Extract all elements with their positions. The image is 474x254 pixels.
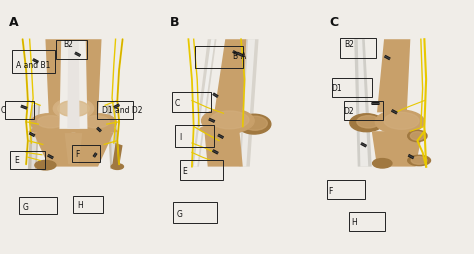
- Text: A and B1: A and B1: [16, 61, 50, 70]
- Bar: [173, 202, 217, 224]
- Polygon shape: [31, 106, 38, 169]
- Bar: [56, 41, 87, 60]
- Polygon shape: [28, 128, 119, 133]
- Text: G: G: [23, 202, 28, 211]
- Bar: [73, 196, 103, 213]
- Ellipse shape: [111, 164, 123, 170]
- Polygon shape: [67, 41, 80, 129]
- Polygon shape: [46, 40, 101, 119]
- Bar: [72, 145, 100, 163]
- Bar: [175, 126, 214, 147]
- Text: H: H: [351, 217, 356, 226]
- Ellipse shape: [80, 114, 117, 132]
- Polygon shape: [358, 40, 368, 167]
- Bar: [172, 92, 211, 113]
- Text: E: E: [182, 166, 187, 175]
- Polygon shape: [59, 41, 88, 129]
- Polygon shape: [110, 106, 116, 169]
- Polygon shape: [215, 40, 246, 110]
- Ellipse shape: [357, 116, 380, 129]
- Polygon shape: [194, 40, 215, 167]
- Polygon shape: [107, 106, 119, 169]
- Text: C: C: [329, 17, 338, 29]
- Ellipse shape: [410, 132, 424, 141]
- Bar: [12, 51, 55, 74]
- Ellipse shape: [237, 115, 271, 135]
- Polygon shape: [239, 40, 259, 167]
- Polygon shape: [377, 40, 410, 113]
- Bar: [19, 197, 57, 215]
- Bar: [349, 212, 385, 231]
- Text: D1: D1: [331, 84, 341, 93]
- Ellipse shape: [375, 110, 424, 134]
- Polygon shape: [354, 40, 372, 167]
- Text: C: C: [0, 106, 6, 115]
- Text: A: A: [9, 17, 18, 29]
- Text: D2: D2: [343, 107, 354, 116]
- Ellipse shape: [200, 125, 244, 134]
- Text: B: B: [170, 17, 179, 29]
- Bar: [344, 101, 383, 121]
- Polygon shape: [204, 130, 243, 167]
- Ellipse shape: [384, 113, 419, 130]
- Polygon shape: [68, 42, 79, 118]
- Ellipse shape: [76, 128, 109, 137]
- Bar: [10, 151, 45, 169]
- Ellipse shape: [30, 114, 67, 132]
- Polygon shape: [372, 132, 423, 167]
- Bar: [327, 181, 365, 199]
- Polygon shape: [64, 134, 82, 165]
- Ellipse shape: [83, 116, 109, 129]
- Text: A: A: [241, 51, 246, 60]
- Text: F: F: [75, 149, 79, 158]
- Polygon shape: [28, 106, 40, 169]
- Bar: [5, 102, 34, 119]
- Ellipse shape: [411, 157, 427, 165]
- Text: D1 and D2: D1 and D2: [102, 106, 142, 115]
- Ellipse shape: [373, 159, 392, 168]
- Ellipse shape: [37, 116, 64, 129]
- Text: H: H: [77, 200, 83, 210]
- Ellipse shape: [58, 101, 89, 117]
- Ellipse shape: [53, 99, 94, 119]
- Bar: [97, 102, 133, 119]
- Text: B2: B2: [63, 40, 73, 49]
- Text: E: E: [14, 155, 19, 165]
- Ellipse shape: [210, 112, 249, 129]
- Text: B2: B2: [345, 40, 355, 49]
- Text: G: G: [176, 209, 182, 218]
- Ellipse shape: [37, 128, 71, 137]
- Polygon shape: [192, 40, 217, 167]
- Ellipse shape: [35, 161, 56, 170]
- Polygon shape: [33, 133, 114, 167]
- Ellipse shape: [408, 131, 427, 142]
- Bar: [332, 78, 372, 98]
- Bar: [340, 39, 376, 58]
- Text: C: C: [174, 98, 180, 107]
- Ellipse shape: [408, 156, 430, 166]
- Text: I: I: [179, 133, 182, 142]
- Ellipse shape: [350, 114, 383, 132]
- Bar: [180, 160, 223, 180]
- Polygon shape: [112, 144, 123, 167]
- Bar: [195, 47, 243, 69]
- Polygon shape: [241, 40, 255, 167]
- Text: F: F: [328, 186, 332, 195]
- Text: B: B: [232, 51, 237, 60]
- Ellipse shape: [243, 117, 267, 131]
- Ellipse shape: [201, 109, 254, 134]
